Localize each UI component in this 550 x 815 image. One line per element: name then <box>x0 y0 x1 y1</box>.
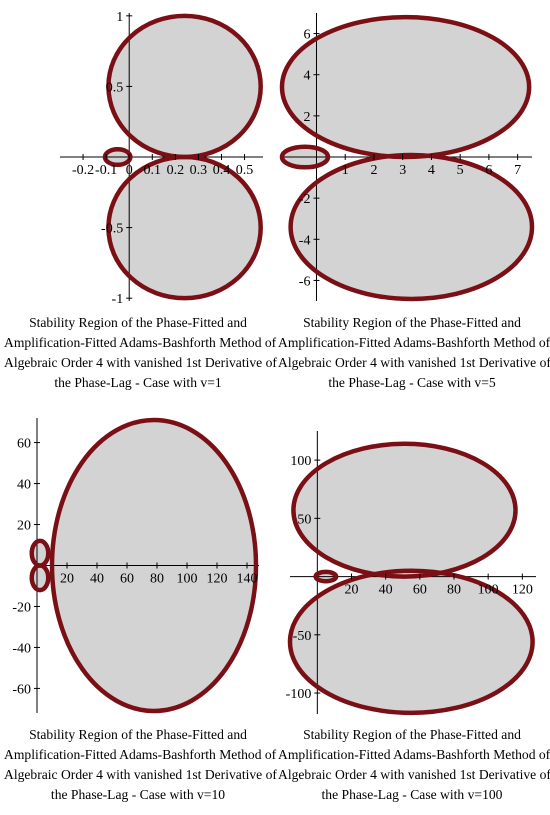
caption-line: Amplification-Fitted Adams-Bashforth Met… <box>278 747 550 762</box>
x-tick-label: 100 <box>177 572 198 587</box>
y-tick-label: -2 <box>299 192 311 207</box>
stability-panel-v5: 1 2 3 4 5 6 7 6 4 2 -2 -4 -6 Stability Region of the… <box>278 8 550 408</box>
caption-line: Stability Region of the Phase-Fitted and <box>303 315 521 330</box>
caption-line: Amplification-Fitted Adams-Bashforth Met… <box>4 335 277 350</box>
x-tick-label: 60 <box>413 583 427 598</box>
caption-line: Amplification-Fitted Adams-Bashforth Met… <box>4 747 277 762</box>
stability-region-fill <box>31 565 49 591</box>
caption-line: Stability Region of the Phase-Fitted and <box>29 727 247 742</box>
x-tick-label: 20 <box>60 572 74 587</box>
stability-panel-v100: 20 40 60 80 100 120 100 50 -50 -100 Stability Reg… <box>278 416 550 811</box>
y-tick-label: 40 <box>17 478 31 493</box>
stability-region-fill <box>290 154 532 299</box>
caption-line: Stability Region of the Phase-Fitted and <box>29 315 247 330</box>
caption-v100: Stability Region of the Phase-Fitted and… <box>278 725 550 805</box>
x-tick-label: -0.1 <box>95 163 117 178</box>
y-tick-label: -40 <box>12 641 31 656</box>
stability-region-fill <box>108 15 261 157</box>
y-tick-label: 100 <box>290 454 311 469</box>
stability-panel-v10: 20 40 60 80 100 120 140 60 40 20 -20 -40 -60 Stabili… <box>4 416 277 811</box>
stability-boundary <box>288 152 535 302</box>
caption-line: Algebraic Order 4 with vanished 1st Deri… <box>278 355 550 370</box>
stability-boundary <box>102 146 133 168</box>
y-tick-label: 2 <box>303 110 310 125</box>
caption-line: Amplification-Fitted Adams-Bashforth Met… <box>278 335 550 350</box>
y-tick-label: -20 <box>12 600 31 615</box>
y-tick-label: 20 <box>17 519 31 534</box>
stability-panel-v1: -0.2 -0.1 0 0.1 0.2 0.3 0.4 0.5 1 0.5 -0.5 -1 Stabi… <box>4 8 277 408</box>
stability-boundary <box>287 568 535 716</box>
stability-boundary <box>279 144 331 170</box>
y-tick-label: -4 <box>299 233 311 248</box>
caption-v1: Stability Region of the Phase-Fitted and… <box>4 313 277 393</box>
caption-line: Algebraic Order 4 with vanished 1st Deri… <box>4 355 277 370</box>
x-tick-label: 0.2 <box>167 163 185 178</box>
stability-boundary <box>106 154 263 301</box>
caption-line: the Phase-Lag - Case with v=10 <box>50 787 226 802</box>
x-tick-label: 6 <box>485 163 492 178</box>
stability-boundary <box>313 569 339 584</box>
x-tick-label: 0.5 <box>236 163 254 178</box>
y-tick-label: -0.5 <box>101 222 123 237</box>
stability-plot-v10: 20 40 60 80 100 120 140 60 40 20 -20 -40 -60 <box>12 417 259 714</box>
y-tick-label: -1 <box>112 292 124 307</box>
caption-line: the Phase-Lag - Case with v=1 <box>54 375 222 390</box>
stability-boundary <box>291 441 518 579</box>
y-tick-label: 0.5 <box>106 80 124 95</box>
x-tick-label: 60 <box>120 572 134 587</box>
caption-line: Algebraic Order 4 with vanished 1st Deri… <box>4 767 277 782</box>
x-tick-label: 0 <box>126 163 133 178</box>
y-tick-label: 50 <box>297 512 311 527</box>
x-tick-label: 0.4 <box>213 163 231 178</box>
x-tick-label: 80 <box>150 572 164 587</box>
x-tick-label: 80 <box>447 583 461 598</box>
x-tick-label: 0.1 <box>144 163 162 178</box>
x-tick-label: -0.2 <box>72 163 94 178</box>
x-tick-label: 3 <box>399 163 406 178</box>
y-tick-label: -60 <box>12 682 31 697</box>
y-tick-label: 60 <box>17 437 31 452</box>
stability-plot-v1: -0.2 -0.1 0 0.1 0.2 0.3 0.4 0.5 1 0.5 -0.5 -1 <box>60 10 263 307</box>
x-tick-label: 120 <box>207 572 228 587</box>
x-tick-label: 7 <box>514 163 521 178</box>
y-tick-label: -100 <box>286 687 312 702</box>
x-tick-label: 4 <box>428 163 435 178</box>
stability-region-fill <box>293 443 516 577</box>
x-tick-label: 5 <box>457 163 464 178</box>
caption-line: the Phase-Lag - Case with v=100 <box>321 787 503 802</box>
caption-line: Stability Region of the Phase-Fitted and <box>303 727 521 742</box>
y-tick-label: -6 <box>299 274 311 289</box>
stability-region-fill <box>290 570 533 713</box>
x-tick-label: 120 <box>512 583 533 598</box>
x-tick-label: 0.3 <box>190 163 208 178</box>
y-tick-label: 6 <box>303 28 310 43</box>
caption-line: Algebraic Order 4 with vanished 1st Deri… <box>278 767 550 782</box>
caption-v10: Stability Region of the Phase-Fitted and… <box>4 725 277 805</box>
y-tick-label: 4 <box>303 69 310 84</box>
stability-plot-v5: 1 2 3 4 5 6 7 6 4 2 -2 -4 -6 <box>279 13 535 302</box>
x-tick-label: 2 <box>370 163 377 178</box>
caption-v5: Stability Region of the Phase-Fitted and… <box>278 313 550 393</box>
y-tick-label: 1 <box>116 10 123 25</box>
stability-boundary <box>29 563 51 593</box>
stability-region-fill <box>31 540 49 566</box>
stability-plot-v100: 20 40 60 80 100 120 100 50 -50 -100 <box>286 431 536 716</box>
x-tick-label: 1 <box>342 163 349 178</box>
x-tick-label: 40 <box>379 583 393 598</box>
stability-boundary <box>49 417 259 714</box>
x-tick-label: 40 <box>90 572 104 587</box>
stability-region-fill <box>108 157 261 299</box>
y-tick-label: -50 <box>293 629 312 644</box>
stability-region-fill <box>282 17 530 157</box>
x-tick-label: 20 <box>345 583 359 598</box>
caption-line: the Phase-Lag - Case with v=5 <box>328 375 496 390</box>
x-tick-label: 100 <box>478 583 499 598</box>
x-tick-label: 140 <box>237 572 258 587</box>
